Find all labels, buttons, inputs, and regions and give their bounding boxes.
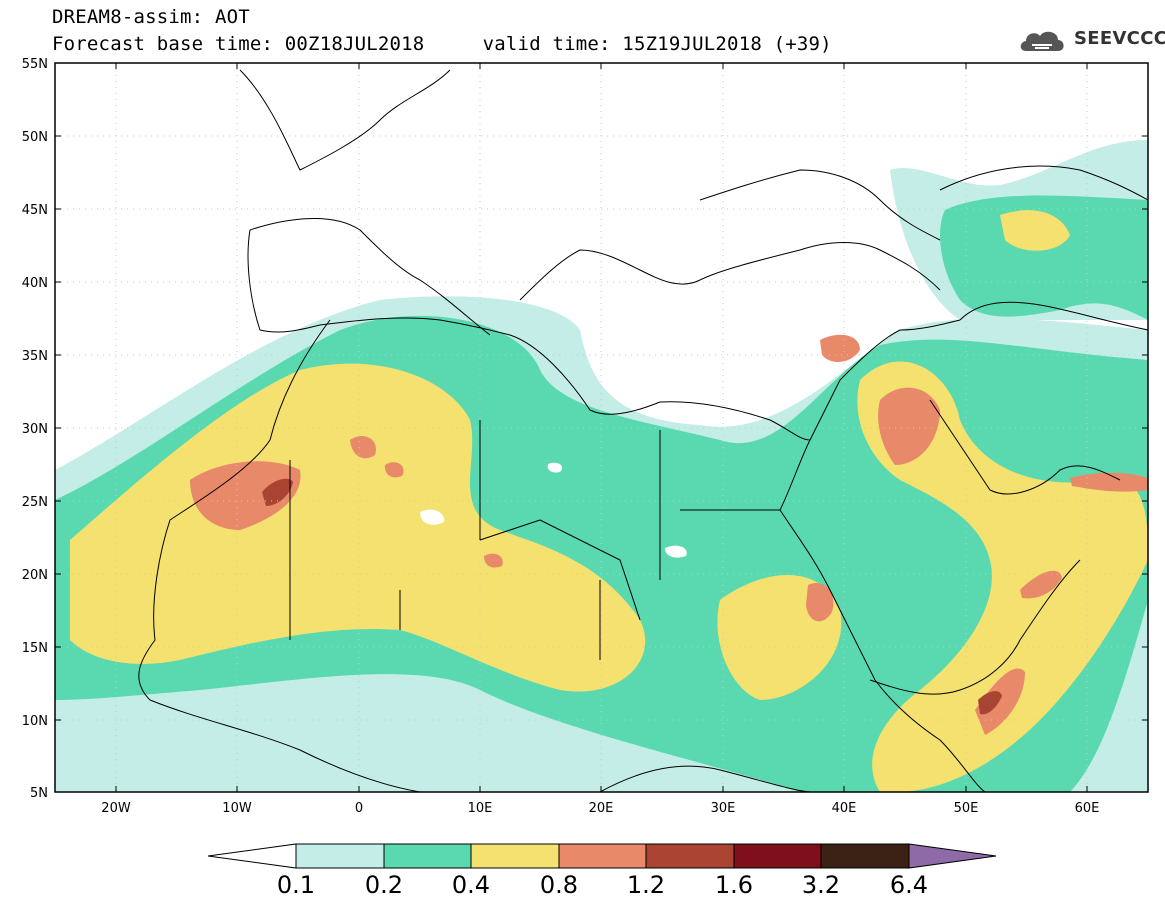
lat-label: 35N [22,349,48,364]
colorbar-swatch [558,843,647,869]
lat-label: 40N [22,276,48,291]
lon-label: 0 [355,801,363,816]
lon-label: 20E [589,801,614,816]
colorbar-label: 1.6 [715,871,753,899]
colorbar-swatch [470,843,560,869]
colorbar-labels: 0.1 0.2 0.4 0.8 1.2 1.6 3.2 6.4 [277,871,928,899]
colorbar-swatch [820,843,910,869]
cloud-icon [1020,31,1064,51]
colorbar-under-arrow [207,843,297,869]
colorbar-over-arrow [908,843,997,869]
colorbar-label: 0.8 [540,871,578,899]
lon-label: 10E [468,801,493,816]
lat-lon-grid [55,63,1148,792]
lon-label: 60E [1075,801,1100,816]
lat-label: 50N [22,130,48,145]
chart-title: DREAM8-assim: AOT [52,6,250,28]
lat-label: 15N [22,641,48,656]
lat-label: 10N [22,714,48,729]
aot-field [55,63,1148,792]
lat-label: 5N [30,786,48,801]
lat-label: 55N [22,57,48,72]
colorbar-label: 3.2 [802,871,840,899]
coastlines [138,69,1148,792]
colorbar-swatch [383,843,472,869]
lon-label: 40E [832,801,857,816]
lat-label: 20N [22,568,48,583]
colorbar [207,843,997,869]
lat-label: 45N [22,203,48,218]
colorbar-label: 6.4 [890,871,928,899]
colorbar-label: 0.4 [452,871,490,899]
lon-ticks [115,63,1088,792]
colorbar-swatch [645,843,735,869]
lat-label: 25N [22,495,48,510]
lon-label: 10W [222,801,252,816]
lon-label: 20W [101,801,131,816]
colorbar-label: 0.1 [277,871,315,899]
lon-axis: 20W 10W 0 10E 20E 30E 40E 50E 60E [101,801,1099,816]
lon-label: 30E [711,801,736,816]
colorbar-swatch [733,843,822,869]
forecast-time-line: Forecast base time: 00Z18JUL2018 valid t… [52,33,832,55]
lon-label: 50E [954,801,979,816]
lat-axis: 55N 50N 45N 40N 35N 30N 25N 20N 15N 10N … [22,57,48,801]
colorbar-label: 0.2 [365,871,403,899]
lat-label: 30N [22,422,48,437]
logo-text: SEEVCCC [1074,28,1165,49]
colorbar-label: 1.2 [627,871,665,899]
colorbar-swatch [295,843,385,869]
lat-ticks [55,135,1148,721]
